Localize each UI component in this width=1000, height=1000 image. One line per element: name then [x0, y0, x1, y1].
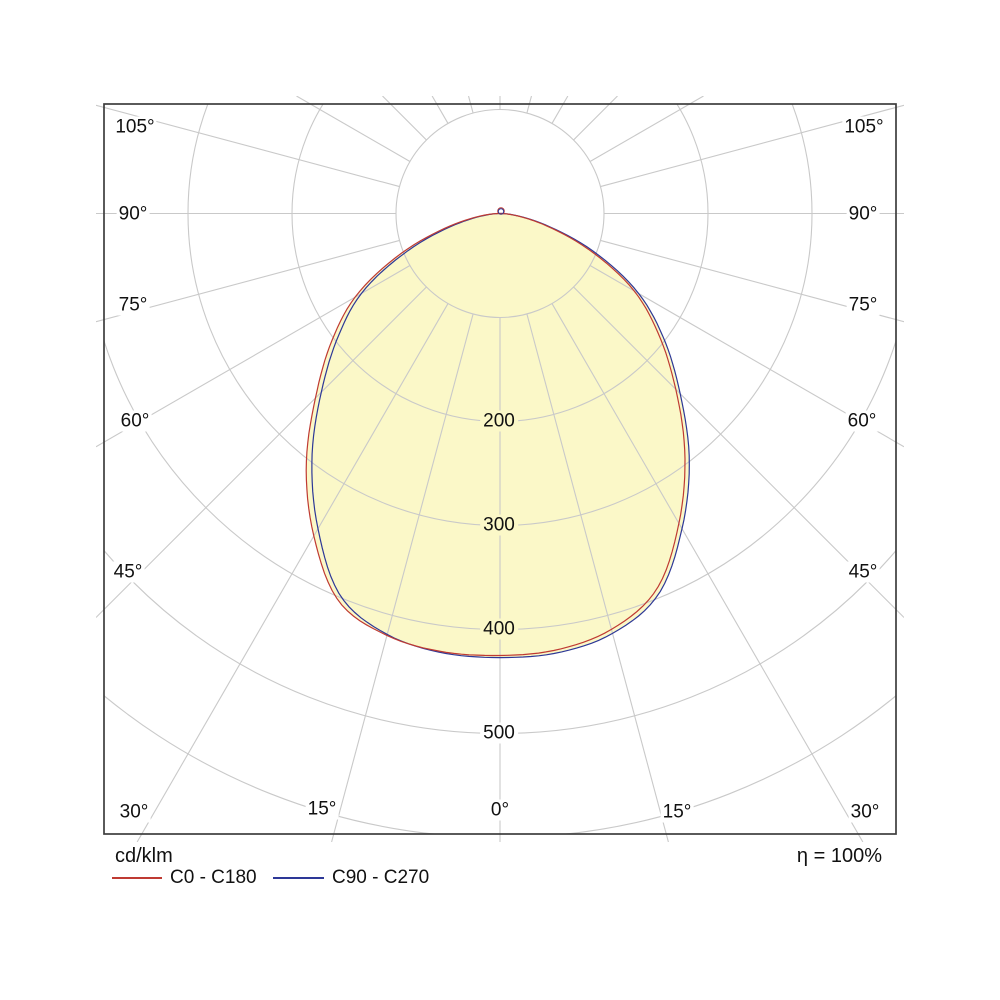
gamma-angle-label: 45°: [846, 561, 880, 583]
gamma-angle-label: 30°: [117, 801, 151, 823]
gamma-angle-label: 75°: [116, 294, 150, 316]
gamma-angle-label: 105°: [113, 116, 157, 138]
intensity-value-label: 300: [480, 514, 518, 536]
gamma-angle-label: 60°: [118, 410, 152, 432]
gamma-angle-label: 90°: [846, 203, 880, 225]
intensity-value-label: 500: [480, 722, 518, 744]
intensity-value-label: 400: [480, 618, 518, 640]
legend-color-line-c90: [273, 877, 324, 879]
gamma-angle-label: 60°: [845, 410, 879, 432]
gamma-angle-label: 90°: [116, 203, 150, 225]
gamma-angle-label: 45°: [111, 561, 145, 583]
gamma-angle-label: 75°: [846, 294, 880, 316]
gamma-angle-label: 105°: [842, 116, 886, 138]
intensity-value-label: 200: [480, 410, 518, 432]
legend-color-line-c0: [112, 877, 162, 879]
gamma-angle-label: 0°: [488, 799, 512, 821]
efficiency-label: η = 100%: [796, 845, 882, 867]
legend-entry-label-c90: C90 - C270: [332, 867, 430, 888]
legend-units-label: cd/klm: [115, 845, 173, 867]
gamma-angle-label: 15°: [305, 798, 339, 820]
legend-entry-label-c0: C0 - C180: [170, 867, 257, 888]
gamma-angle-label: 15°: [660, 801, 694, 823]
gamma-angle-label: 30°: [848, 801, 882, 823]
